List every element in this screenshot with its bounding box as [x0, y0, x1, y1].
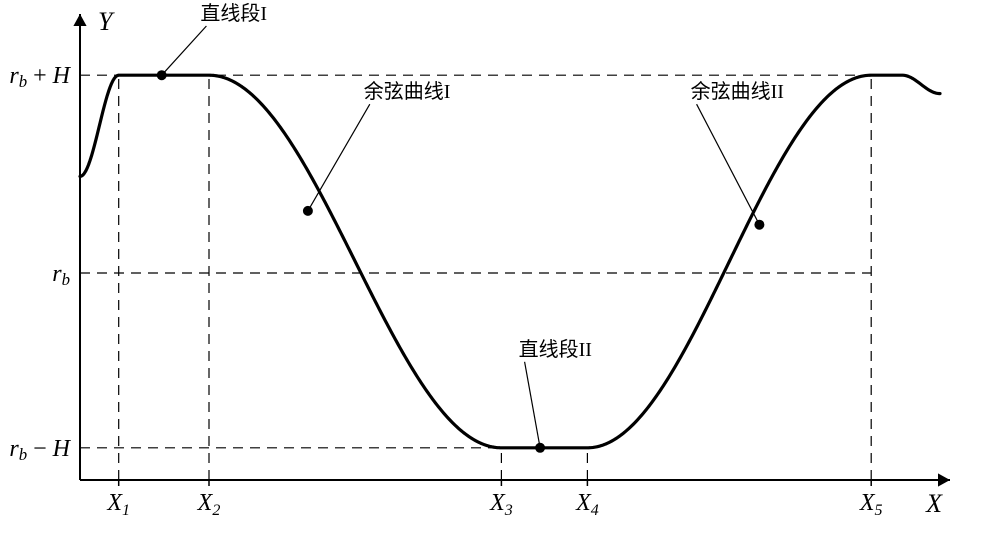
annot-text-line_seg_2: 直线段II — [519, 338, 592, 361]
annot-text-cos_curve_1: 余弦曲线I — [364, 80, 451, 103]
annot-text-cos_curve_2: 余弦曲线II — [691, 80, 784, 103]
y-axis-label: Y — [98, 7, 115, 36]
ylabel-top: rb + H — [9, 63, 71, 91]
annot-marker-cos_curve_1 — [303, 206, 313, 216]
diagram-canvas: XYX1X2X3X4X5rb + Hrbrb − H直线段I余弦曲线I余弦曲线I… — [0, 0, 1000, 546]
annot-marker-line_seg_1 — [157, 70, 167, 80]
annot-text-line_seg_1: 直线段I — [200, 2, 267, 25]
annot-marker-cos_curve_2 — [754, 220, 764, 230]
ylabel-bottom: rb − H — [9, 436, 71, 464]
x-axis-label: X — [925, 489, 943, 518]
annot-marker-line_seg_2 — [535, 443, 545, 453]
